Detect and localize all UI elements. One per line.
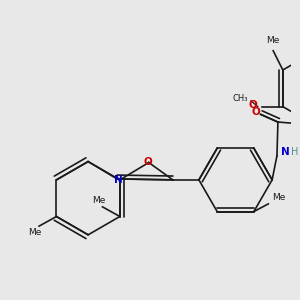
Text: Me: Me xyxy=(266,36,280,45)
Text: Me: Me xyxy=(92,196,105,205)
Text: O: O xyxy=(251,107,260,117)
Text: Me: Me xyxy=(272,193,286,202)
Text: O: O xyxy=(143,157,152,166)
Text: O: O xyxy=(248,100,257,110)
Text: N: N xyxy=(281,147,290,157)
Text: Me: Me xyxy=(28,228,42,237)
Text: H: H xyxy=(291,147,299,157)
Text: N: N xyxy=(114,175,122,185)
Text: CH₃: CH₃ xyxy=(232,94,248,103)
